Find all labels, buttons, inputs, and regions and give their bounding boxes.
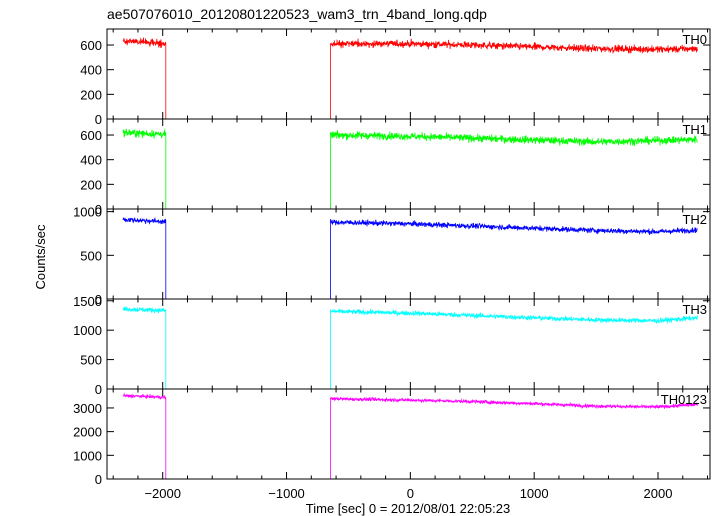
series-line-th0	[122, 37, 698, 120]
y-tick-label: 1000	[73, 323, 102, 338]
y-tick-label: 400	[80, 63, 102, 78]
y-tick-label: 1000	[73, 205, 102, 220]
panel-th2: 0 500 1000 TH2	[73, 205, 711, 307]
y-tick-label: 0	[95, 292, 102, 307]
x-tick-label: 0	[407, 486, 414, 501]
y-axis-label: Counts/sec	[33, 224, 48, 290]
panel-label-th0123: TH0123	[661, 392, 707, 407]
panel-label-th0: TH0	[682, 32, 707, 47]
panel-frame	[106, 118, 711, 210]
panel-label-th2: TH2	[682, 212, 707, 227]
y-tick-label: 600	[80, 38, 102, 53]
y-tick-label: 0	[95, 112, 102, 127]
series-line-th2	[122, 216, 698, 300]
y-tick-label: 0	[95, 202, 102, 217]
x-tick-label: −2000	[144, 486, 181, 501]
y-tick-label: 3000	[73, 401, 102, 416]
panel-label-th1: TH1	[682, 122, 707, 137]
y-tick-label: 500	[80, 353, 102, 368]
panel-th0: 0 200 400 600 TH0	[80, 28, 711, 127]
y-tick-label: 1500	[73, 294, 102, 309]
chart-title: ae507076010_20120801220523_wam3_trn_4ban…	[107, 6, 487, 22]
y-tick-label: 0	[95, 382, 102, 397]
y-tick-label: 1000	[73, 448, 102, 463]
series-line-th1	[122, 128, 698, 210]
y-tick-label: 600	[80, 128, 102, 143]
x-tick-label: 2000	[644, 486, 673, 501]
series-line-th3	[122, 305, 698, 390]
y-tick-label: 200	[80, 87, 102, 102]
panel-th1: 0 200 400 600 TH1	[80, 118, 711, 217]
panel-th3: 0 500 1000 1500 TH3	[73, 294, 711, 397]
panel-label-th3: TH3	[682, 302, 707, 317]
x-axis-label: Time [sec] 0 = 2012/08/01 22:05:23	[306, 501, 510, 516]
x-tick-label: −1000	[268, 486, 305, 501]
y-tick-label: 400	[80, 153, 102, 168]
y-tick-label: 500	[80, 248, 102, 263]
x-tick-label: 1000	[520, 486, 549, 501]
panel-frame	[106, 388, 711, 480]
y-tick-label: 2000	[73, 425, 102, 440]
panels: 0 200 400 600 TH0 0 200 400 600 TH1 0 500 1000 TH2 0 50…	[73, 28, 711, 501]
series-line-th0123	[122, 392, 698, 480]
y-tick-label: 200	[80, 177, 102, 192]
y-tick-label: 0	[95, 472, 102, 487]
panel-th0123: 0 1000 2000 3000 TH0123	[73, 388, 711, 487]
